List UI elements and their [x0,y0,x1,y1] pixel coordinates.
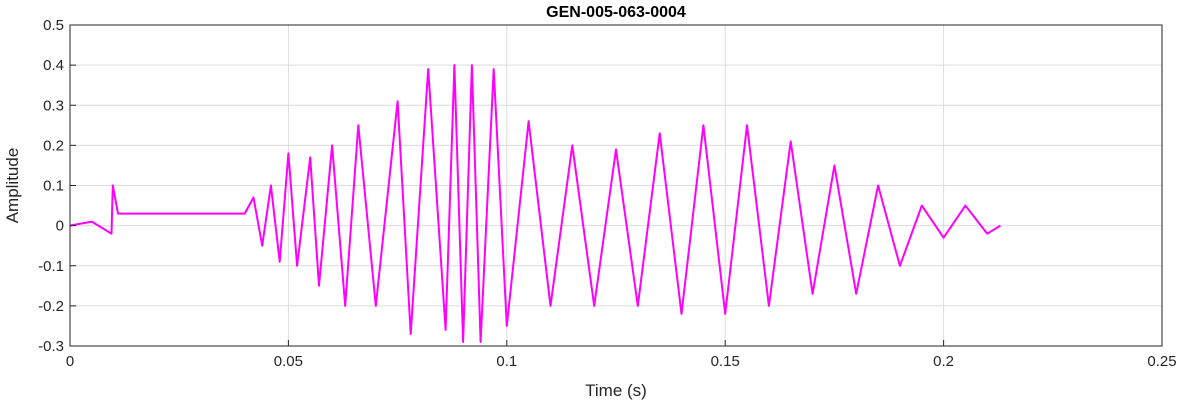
x-tick-label: 0.2 [933,353,954,370]
x-tick-label: 0 [66,353,74,370]
chart-title: GEN-005-063-0004 [546,4,686,21]
y-tick-label: -0.3 [38,338,64,355]
y-axis-label: Amplitude [3,148,22,224]
x-tick-label: 0.05 [274,353,303,370]
y-tick-label: 0.1 [43,178,64,195]
x-tick-label: 0.25 [1147,353,1176,370]
y-tick-label: 0.4 [43,57,64,74]
y-tick-label: -0.1 [38,258,64,275]
x-tick-label: 0.15 [711,353,740,370]
y-tick-label: 0.5 [43,17,64,34]
signal-line [69,64,1001,343]
y-tick-label: 0 [56,218,64,235]
y-axis-ticks: -0.3 -0.2 -0.1 0 0.1 0.2 0.3 0.4 0.5 [38,17,76,355]
y-tick-label: 0.2 [43,137,64,154]
x-axis-ticks: 0 0.05 0.1 0.15 0.2 0.25 [66,340,1177,370]
x-tick-label: 0.1 [496,353,517,370]
y-tick-label: -0.2 [38,298,64,315]
x-axis-label: Time (s) [585,381,647,400]
y-tick-label: 0.3 [43,97,64,114]
